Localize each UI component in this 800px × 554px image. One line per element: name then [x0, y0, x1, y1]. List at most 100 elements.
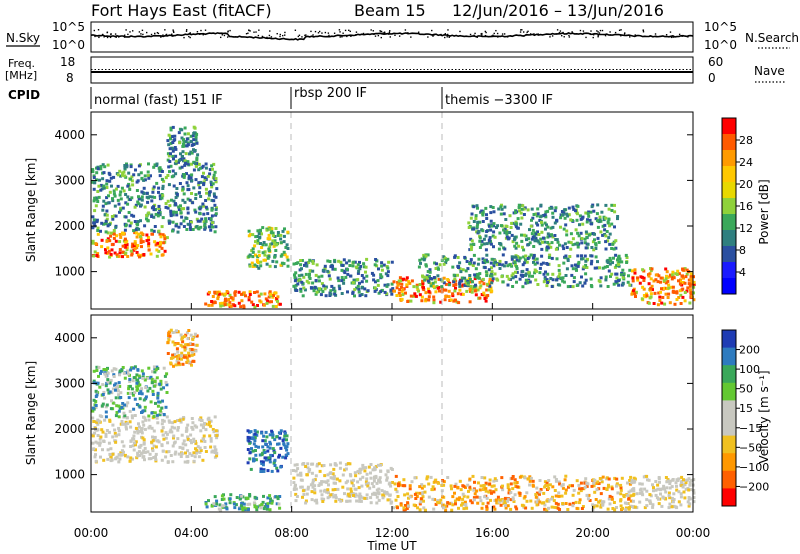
data-cell: [133, 220, 137, 223]
data-cell: [460, 292, 464, 296]
data-cell: [528, 475, 532, 479]
data-cell: [169, 356, 173, 360]
data-cell: [151, 447, 154, 451]
data-cell: [204, 302, 208, 306]
data-cell: [415, 283, 419, 287]
data-cell: [181, 417, 185, 421]
data-cell: [369, 476, 373, 480]
cpid-row: CPID normal (fast) 151 IF rbsp 200 IF th…: [8, 86, 553, 109]
nsearch-point: [563, 36, 565, 38]
data-cell: [508, 214, 512, 218]
data-cell: [584, 259, 588, 263]
data-cell: [453, 289, 457, 293]
data-cell: [505, 235, 509, 239]
data-cell: [540, 220, 543, 224]
data-cell: [92, 176, 96, 179]
data-cell: [207, 499, 210, 503]
data-cell: [530, 232, 534, 236]
data-cell: [425, 475, 429, 479]
scatter-region: [204, 493, 282, 512]
data-cell: [470, 501, 474, 505]
colorbar-swatch: [722, 347, 736, 366]
data-cell: [561, 244, 565, 248]
data-cell: [207, 420, 211, 424]
colorbar-swatch: [722, 118, 736, 135]
data-cell: [481, 260, 485, 264]
data-cell: [124, 425, 128, 429]
data-cell: [134, 231, 138, 235]
data-cell: [438, 263, 442, 267]
data-cell: [91, 168, 95, 172]
data-cell: [354, 474, 358, 478]
data-cell: [451, 265, 455, 269]
data-cell: [273, 438, 277, 442]
data-cell: [334, 493, 338, 497]
nsearch-point: [376, 32, 378, 35]
data-cell: [265, 228, 269, 232]
data-cell: [263, 456, 267, 460]
data-cell: [161, 418, 165, 422]
nsearch-point: [501, 33, 504, 35]
data-cell: [569, 218, 573, 222]
nsearch-point: [433, 34, 435, 36]
data-cell: [463, 255, 467, 259]
data-cell: [222, 497, 226, 501]
data-cell: [320, 282, 324, 286]
data-cell: [101, 430, 105, 434]
data-cell: [527, 274, 531, 278]
data-cell: [269, 453, 273, 457]
data-cell: [150, 199, 154, 203]
data-cell: [256, 304, 259, 307]
data-cell: [478, 286, 482, 290]
data-cell: [213, 301, 217, 305]
data-cell: [268, 227, 272, 231]
nsearch-point: [171, 35, 173, 37]
data-cell: [479, 484, 483, 488]
data-cell: [168, 147, 172, 151]
data-cell: [495, 226, 498, 229]
data-cell: [266, 504, 270, 508]
data-cell: [546, 241, 550, 244]
data-cell: [214, 448, 217, 452]
power-colorbar-label: Power [dB]: [757, 179, 771, 244]
data-cell: [436, 286, 440, 290]
data-cell: [158, 413, 162, 417]
data-cell: [564, 502, 568, 505]
data-cell: [368, 486, 372, 490]
nsearch-point: [597, 36, 599, 38]
nsearch-point: [380, 30, 382, 33]
data-cell: [195, 343, 199, 347]
data-cell: [92, 381, 96, 385]
data-cell: [633, 271, 637, 275]
data-cell: [429, 475, 433, 479]
data-cell: [581, 257, 585, 261]
data-cell: [433, 261, 437, 265]
data-cell: [219, 304, 223, 308]
data-cell: [508, 263, 512, 267]
data-cell: [572, 276, 576, 280]
data-cell: [649, 277, 653, 281]
data-cell: [619, 499, 623, 503]
data-cell: [489, 228, 493, 232]
data-cell: [139, 452, 143, 456]
data-cell: [358, 260, 361, 264]
data-cell: [307, 281, 311, 285]
data-cell: [92, 420, 96, 423]
data-cell: [91, 434, 95, 438]
data-cell: [575, 268, 578, 272]
data-cell: [214, 212, 218, 216]
data-cell: [427, 295, 431, 299]
data-cell: [561, 276, 565, 280]
data-cell: [112, 189, 116, 193]
data-cell: [113, 194, 117, 198]
data-cell: [182, 175, 186, 179]
data-cell: [596, 219, 599, 223]
data-cell: [358, 267, 362, 271]
data-cell: [437, 267, 440, 271]
data-cell: [617, 263, 620, 266]
data-cell: [275, 435, 279, 439]
data-cell: [592, 505, 596, 509]
data-cell: [339, 260, 343, 264]
data-cell: [175, 192, 179, 196]
data-cell: [275, 297, 279, 301]
